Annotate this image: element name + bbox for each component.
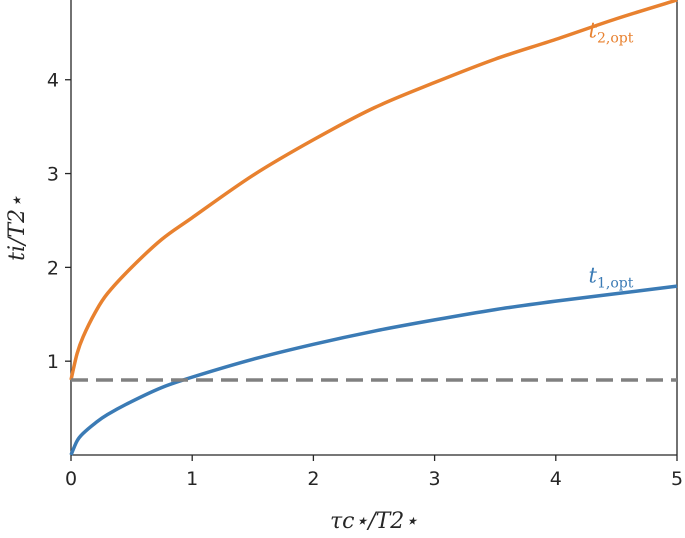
- y-axis-label: ti/T2⋆: [5, 195, 30, 261]
- series-line-1-opt: [69, 284, 678, 456]
- x-tick-label: 1: [186, 468, 198, 490]
- x-axis-ticks: 0 1 2 3 4 5: [65, 455, 683, 490]
- y-tick-label: 3: [47, 164, 59, 186]
- series-label-1-opt: t1,opt: [589, 263, 634, 291]
- series-label-2-opt: t2,opt: [589, 19, 634, 47]
- x-axis-label: τc⋆/T2⋆: [330, 509, 418, 534]
- x-tick-label: 0: [65, 468, 77, 490]
- x-tick-label: 2: [307, 468, 319, 490]
- y-tick-label: 4: [47, 70, 59, 92]
- series-line-2-opt: [69, 0, 678, 381]
- x-tick-label: 4: [550, 468, 562, 490]
- y-tick-label: 2: [47, 257, 59, 279]
- series-labels: t2,opt t1,opt: [589, 19, 634, 292]
- x-tick-label: 3: [429, 468, 441, 490]
- y-tick-label: 1: [47, 351, 59, 373]
- series-layer: [69, 0, 678, 456]
- y-axis-ticks: 1 2 3 4: [47, 70, 71, 373]
- x-tick-label: 5: [671, 468, 683, 490]
